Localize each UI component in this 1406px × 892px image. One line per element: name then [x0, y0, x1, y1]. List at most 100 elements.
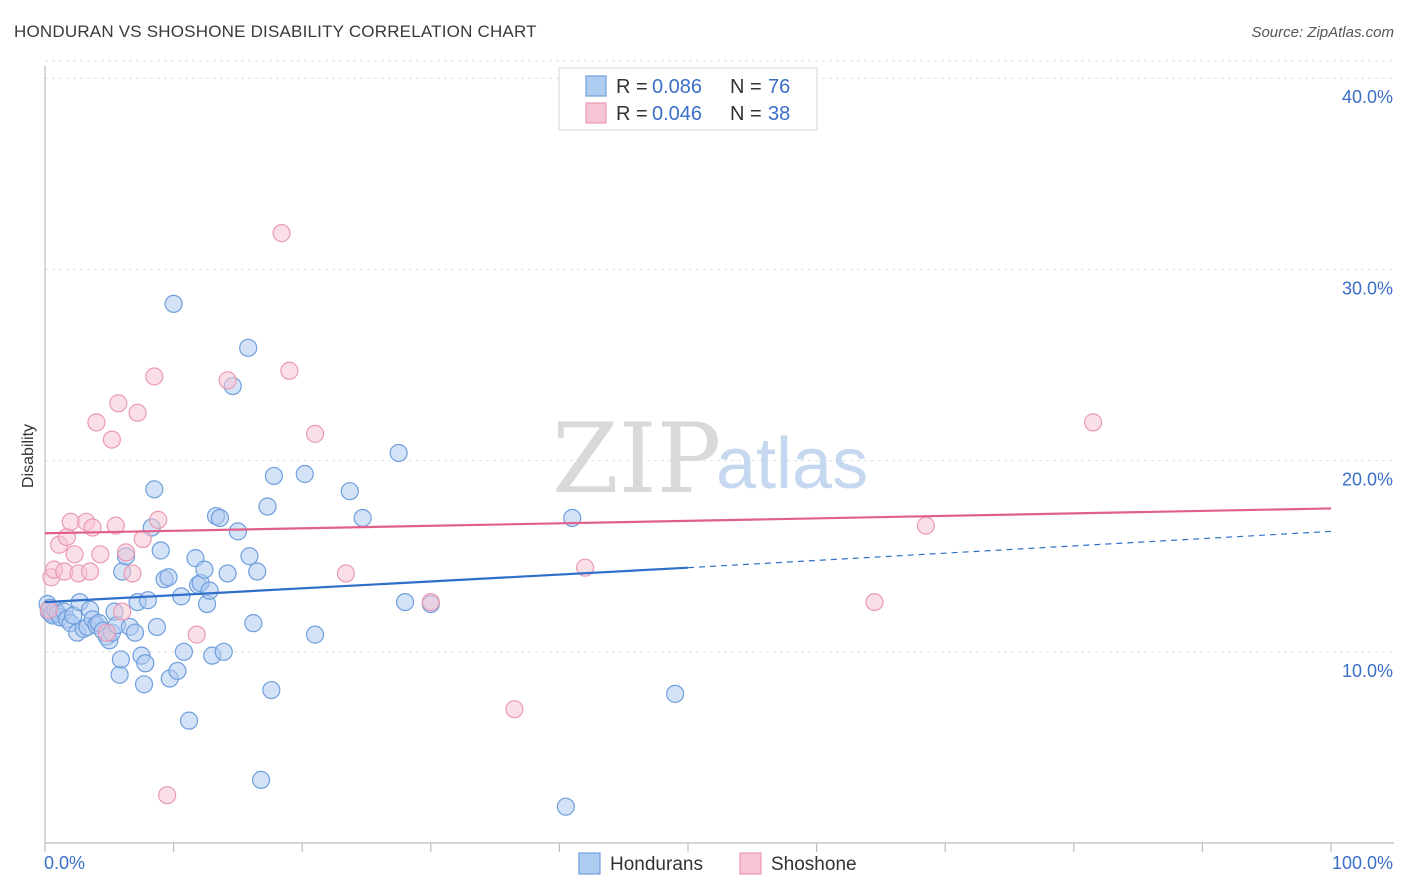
- point-shoshone: [113, 602, 132, 621]
- point-hondurans: [239, 338, 258, 357]
- point-hondurans: [174, 642, 193, 661]
- series-hondurans: [38, 294, 685, 816]
- point-shoshone: [61, 512, 80, 531]
- point-hondurans: [151, 541, 170, 560]
- stats-r-label-hondurans: R =: [616, 76, 648, 98]
- point-shoshone: [109, 394, 128, 413]
- y-tick-label: 20.0%: [1342, 470, 1393, 490]
- axes: [44, 66, 1394, 852]
- legend-label-shoshone: Shoshone: [771, 854, 857, 875]
- point-shoshone: [65, 545, 84, 564]
- series-shoshone: [39, 224, 1103, 805]
- point-hondurans: [556, 797, 575, 816]
- point-hondurans: [168, 661, 187, 681]
- point-shoshone: [865, 592, 884, 612]
- stats-swatch-shoshone: [585, 102, 607, 124]
- point-shoshone: [149, 510, 168, 529]
- point-hondurans: [110, 665, 129, 684]
- point-shoshone: [336, 564, 356, 583]
- y-tick-label: 10.0%: [1342, 661, 1393, 681]
- point-shoshone: [1083, 413, 1103, 432]
- point-hondurans: [353, 508, 372, 528]
- chart-title: HONDURAN VS SHOSHONE DISABILITY CORRELAT…: [14, 22, 537, 41]
- point-hondurans: [240, 547, 259, 566]
- point-shoshone: [280, 361, 299, 380]
- point-shoshone: [916, 516, 936, 535]
- point-shoshone: [80, 562, 100, 581]
- point-shoshone: [145, 367, 164, 386]
- point-shoshone: [87, 413, 106, 432]
- stats-r-label-shoshone: R =: [616, 103, 648, 125]
- point-hondurans: [164, 294, 183, 313]
- point-hondurans: [210, 508, 229, 528]
- series-legend: Hondurans Shoshone: [578, 852, 857, 875]
- trendline-shoshone: [44, 507, 1332, 535]
- legend-label-hondurans: Hondurans: [610, 854, 703, 875]
- point-hondurans: [145, 480, 164, 499]
- point-hondurans: [195, 560, 214, 579]
- point-hondurans: [262, 680, 281, 700]
- point-hondurans: [125, 623, 145, 642]
- x-tick-label: 100.0%: [1332, 853, 1393, 873]
- stats-n-label-shoshone: N =: [730, 103, 762, 125]
- trendline-hondurans-extension: [687, 530, 1332, 569]
- x-tick-labels: 0.0% 100.0%: [44, 853, 1393, 873]
- point-hondurans: [159, 568, 178, 587]
- point-shoshone: [39, 600, 58, 619]
- point-hondurans: [666, 684, 685, 703]
- point-shoshone: [102, 430, 121, 449]
- point-shoshone: [421, 592, 440, 612]
- point-hondurans: [264, 466, 284, 486]
- point-hondurans: [172, 587, 191, 606]
- point-shoshone: [57, 527, 76, 547]
- point-hondurans: [251, 770, 271, 790]
- y-tick-labels: 10.0% 20.0% 30.0% 40.0%: [1342, 87, 1393, 681]
- watermark: ZIP atlas: [552, 403, 868, 515]
- point-hondurans: [340, 482, 359, 501]
- point-hondurans: [244, 614, 263, 633]
- point-shoshone: [116, 543, 136, 562]
- stats-n-label-hondurans: N =: [730, 76, 762, 98]
- point-shoshone: [106, 516, 125, 535]
- stats-r-value-hondurans: 0.086: [652, 76, 702, 98]
- point-shoshone: [91, 545, 110, 564]
- legend-swatch-hondurans: [578, 852, 601, 875]
- point-hondurans: [214, 642, 233, 661]
- stats-n-value-hondurans: 76: [768, 76, 790, 98]
- stats-swatch-hondurans: [585, 75, 607, 97]
- point-hondurans: [134, 675, 154, 694]
- point-hondurans: [136, 654, 155, 673]
- point-shoshone: [505, 700, 524, 719]
- point-hondurans: [179, 711, 199, 730]
- source-label: Source: ZipAtlas.com: [1251, 24, 1394, 41]
- point-shoshone: [218, 371, 237, 390]
- point-hondurans: [248, 562, 267, 581]
- point-shoshone: [187, 625, 206, 644]
- point-shoshone: [305, 424, 325, 443]
- point-hondurans: [305, 625, 325, 644]
- legend-swatch-shoshone: [739, 852, 762, 875]
- stats-legend: R = 0.086 N = 76 R = 0.046 N = 38: [558, 67, 818, 131]
- stats-r-value-shoshone: 0.046: [652, 103, 702, 125]
- point-hondurans: [218, 564, 237, 583]
- point-shoshone: [123, 564, 142, 583]
- watermark-zip: ZIP: [552, 403, 721, 515]
- y-tick-label: 30.0%: [1342, 278, 1393, 298]
- point-shoshone: [158, 786, 177, 805]
- point-hondurans: [228, 522, 247, 541]
- point-shoshone: [133, 529, 152, 549]
- x-tick-label: 0.0%: [44, 853, 85, 873]
- point-shoshone: [272, 224, 291, 243]
- y-tick-label: 40.0%: [1342, 87, 1393, 107]
- point-hondurans: [200, 581, 219, 600]
- trendlines: [44, 507, 1332, 604]
- point-hondurans: [147, 617, 166, 637]
- point-hondurans: [138, 591, 157, 610]
- point-shoshone: [97, 623, 116, 642]
- stats-n-value-shoshone: 38: [768, 103, 790, 125]
- point-hondurans: [395, 592, 415, 612]
- trendline-hondurans: [44, 566, 689, 604]
- point-hondurans: [258, 497, 277, 516]
- watermark-atlas: atlas: [716, 424, 868, 504]
